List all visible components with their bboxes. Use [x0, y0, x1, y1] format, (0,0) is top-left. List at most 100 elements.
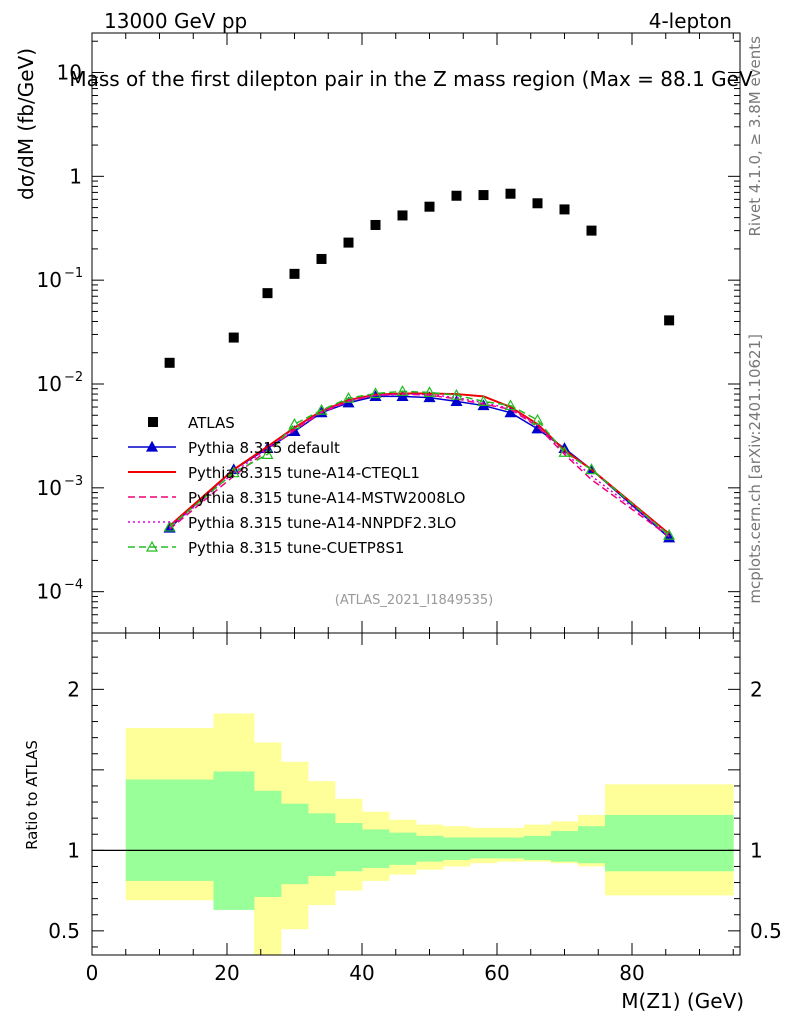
series-marker: [369, 387, 382, 399]
series-marker: [423, 391, 436, 403]
series-marker: [163, 520, 176, 532]
main-y-axis-label: dσ/dM (fb/GeV): [14, 48, 38, 200]
y-tick-label: 10: [37, 372, 62, 396]
atlas-data-point: [478, 190, 489, 201]
atlas-data-point: [451, 190, 462, 201]
legend-label: Pythia 8.315 tune-A14-CTEQL1: [188, 464, 420, 482]
series-marker: [477, 395, 490, 406]
ratio-y-tick-label: 0.5: [48, 919, 80, 943]
atlas-data-point: [164, 357, 175, 368]
atlas-data-point: [532, 198, 543, 209]
series-marker: [504, 406, 517, 418]
series-marker: [227, 466, 240, 478]
x-tick-label: 80: [619, 961, 644, 985]
legend: ATLAS Pythia 8.315 default Pythia 8.315 tu…: [128, 414, 465, 557]
channel-label: 4-lepton: [649, 9, 732, 33]
y-tick-label: 10: [37, 476, 62, 500]
uncertainty-band-bin: [497, 837, 525, 859]
x-tick-label: 40: [349, 961, 374, 985]
ratio-y-tick-label: 1: [67, 838, 80, 862]
series-marker: [342, 391, 355, 403]
uncertainty-band-bin: [213, 771, 255, 910]
x-tick-label: 20: [214, 961, 239, 985]
atlas-data-point: [289, 268, 300, 279]
x-tick-label: 60: [484, 961, 509, 985]
uncertainty-band-bin: [443, 837, 471, 861]
atlas-data-point: [397, 210, 408, 221]
ratio-x-ticks: [91, 633, 734, 955]
uncertainty-band-bin: [254, 790, 282, 898]
uncertainty-band-bin: [605, 814, 734, 872]
series-line: [169, 393, 670, 536]
y-tick-label: 10: [57, 60, 82, 84]
uncertainty-band-bin: [524, 835, 552, 861]
y-tick-exponent: −2: [64, 370, 83, 385]
series-marker: [585, 463, 598, 475]
atlas-data-point: [505, 188, 516, 199]
ratio-plot-frame: [91, 632, 741, 956]
y-tick-label: 10: [37, 580, 62, 604]
ratio-y-ticks: [92, 640, 740, 948]
atlas-data-point: [262, 288, 273, 299]
legend-marker: [145, 440, 159, 452]
atlas-data-point: [664, 315, 675, 326]
series-line: [169, 390, 670, 536]
analysis-tag: (ATLAS_2021_I1849535): [335, 593, 493, 608]
atlas-data-point: [370, 219, 381, 230]
uncertainty-band-bin: [308, 813, 336, 877]
ratio-y-tick-label-right: 1: [750, 838, 763, 862]
uncertainty-band-bin: [335, 822, 363, 872]
y-tick-exponent: −1: [64, 266, 83, 281]
mcplots-label: mcplots.cern.ch [arXiv:2401.10621]: [746, 334, 764, 604]
legend-marker: [145, 540, 159, 552]
uncertainty-band-bin: [470, 837, 498, 859]
legend-label: Pythia 8.315 default: [188, 439, 340, 457]
legend-label: Pythia 8.315 tune-A14-MSTW2008LO: [188, 489, 465, 507]
x-tick-labels: 0 20 40 60 80: [86, 961, 645, 985]
ratio-y-axis-label: Ratio to ATLAS: [23, 740, 41, 850]
plot-title: Mass of the first dilepton pair in the Z…: [69, 67, 753, 91]
ratio-y-tick-label-right: 2: [750, 677, 763, 701]
series-marker: [450, 388, 463, 400]
uncertainty-band-bin: [551, 831, 579, 862]
main-y-ticks: [92, 40, 740, 634]
ratio-y-tick-label-right: 0.5: [750, 919, 782, 943]
uncertainty-band-bin: [389, 832, 417, 865]
x-axis-label: M(Z1) (GeV): [621, 989, 744, 1013]
series-marker: [423, 386, 436, 398]
atlas-data-point: [316, 253, 327, 264]
y-tick-exponent: −4: [64, 578, 83, 593]
series-line: [168, 392, 670, 535]
series-line: [169, 393, 670, 538]
x-tick-label: 0: [86, 961, 99, 985]
energy-label: 13000 GeV pp: [104, 9, 247, 33]
ratio-uncertainty-bands: [125, 713, 734, 955]
uncertainty-band-bin: [578, 826, 606, 864]
atlas-data-point: [228, 332, 239, 343]
atlas-data-point: [586, 225, 597, 236]
ratio-y-tick-label: 2: [67, 677, 80, 701]
series-marker: [531, 413, 544, 425]
mc-curves: [163, 385, 676, 543]
atlas-data-point: [559, 204, 570, 215]
y-tick-label: 1: [69, 164, 82, 188]
uncertainty-band-bin: [416, 835, 444, 862]
series-marker: [663, 528, 676, 540]
legend-marker-atlas: [148, 417, 158, 427]
uncertainty-band-bin: [281, 803, 309, 885]
atlas-data-point: [424, 201, 435, 212]
y-tick-label: 10: [37, 268, 62, 292]
y-tick-exponent: −3: [64, 474, 83, 489]
atlas-data-points: [164, 188, 675, 368]
series-marker: [504, 399, 517, 411]
atlas-data-point: [343, 237, 354, 248]
main-x-ticks: [91, 33, 734, 633]
series-marker: [315, 403, 328, 415]
legend-label: ATLAS: [188, 414, 235, 432]
series-marker: [288, 417, 301, 429]
series-marker: [261, 448, 274, 459]
uncertainty-band-bin: [362, 829, 390, 869]
